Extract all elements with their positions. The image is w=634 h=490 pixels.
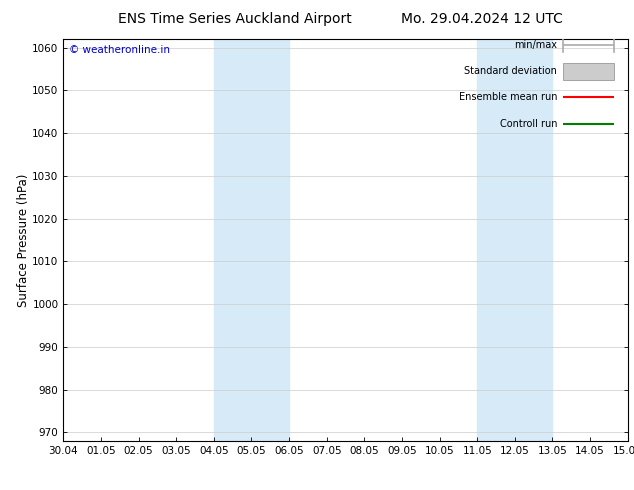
Text: Ensemble mean run: Ensemble mean run [458,93,557,102]
Y-axis label: Surface Pressure (hPa): Surface Pressure (hPa) [16,173,30,307]
Bar [563,63,614,80]
Text: min/max: min/max [514,40,557,50]
Text: Mo. 29.04.2024 12 UTC: Mo. 29.04.2024 12 UTC [401,12,563,26]
Bar [214,39,289,441]
Bar [477,39,552,441]
Text: © weatheronline.in: © weatheronline.in [69,45,170,55]
Text: Controll run: Controll run [500,119,557,128]
Text: ENS Time Series Auckland Airport: ENS Time Series Auckland Airport [118,12,351,26]
Text: Standard deviation: Standard deviation [464,66,557,76]
